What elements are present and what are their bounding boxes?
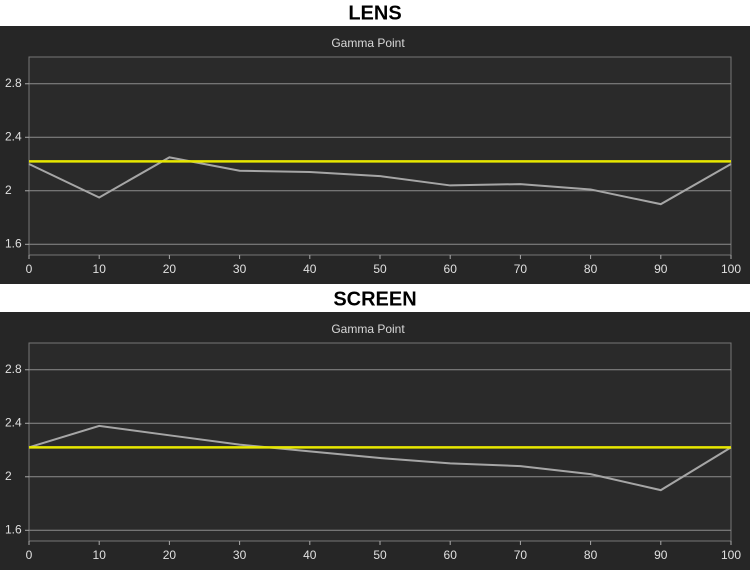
y-tick-label: 2.8 (5, 362, 22, 376)
y-tick-label: 2 (5, 183, 12, 197)
y-tick-label: 2.8 (5, 76, 22, 90)
x-tick-label: 10 (93, 548, 107, 562)
x-tick-label: 70 (514, 548, 528, 562)
x-tick-label: 100 (721, 548, 741, 562)
chart-title: SCREEN (333, 288, 416, 310)
y-tick-label: 1.6 (5, 522, 22, 536)
x-tick-label: 30 (233, 548, 247, 562)
plot-area (28, 56, 732, 256)
x-tick-label: 40 (303, 548, 317, 562)
x-tick-label: 80 (584, 262, 598, 276)
x-tick-label: 90 (654, 548, 668, 562)
x-tick-label: 100 (721, 262, 741, 276)
x-tick-label: 40 (303, 262, 317, 276)
chart-title: LENS (348, 2, 401, 24)
x-tick-label: 10 (93, 262, 107, 276)
x-tick-label: 20 (163, 548, 177, 562)
plot-area (28, 342, 732, 542)
x-tick-label: 30 (233, 262, 247, 276)
x-tick-label: 20 (163, 262, 177, 276)
x-tick-label: 60 (444, 262, 458, 276)
y-tick-label: 2.4 (5, 415, 22, 429)
x-tick-label: 70 (514, 262, 528, 276)
x-tick-label: 80 (584, 548, 598, 562)
x-tick-label: 50 (373, 262, 387, 276)
series-line (28, 156, 732, 206)
y-tick-label: 1.6 (5, 236, 22, 250)
x-tick-label: 50 (373, 548, 387, 562)
x-tick-label: 0 (26, 262, 33, 276)
y-tick-label: 2.4 (5, 129, 22, 143)
x-tick-label: 0 (26, 548, 33, 562)
x-tick-label: 90 (654, 262, 668, 276)
x-tick-label: 60 (444, 548, 458, 562)
chart-subtitle: Gamma Point (331, 322, 405, 336)
series-line (28, 424, 732, 492)
chart-subtitle: Gamma Point (331, 36, 405, 50)
y-tick-label: 2 (5, 469, 12, 483)
